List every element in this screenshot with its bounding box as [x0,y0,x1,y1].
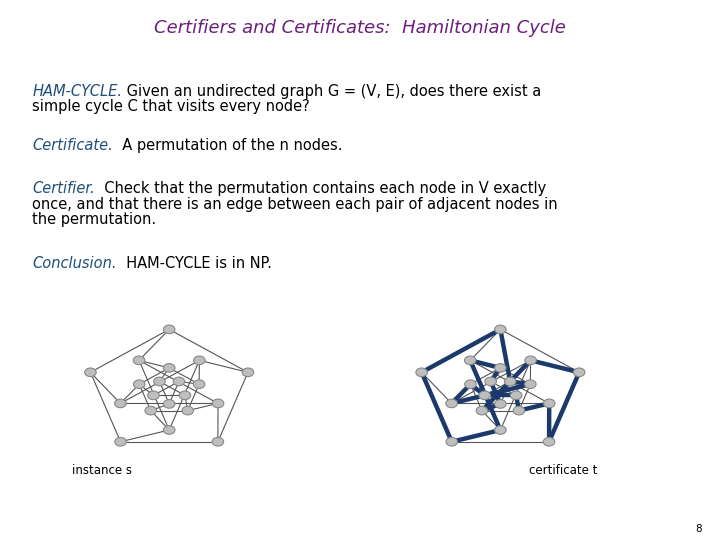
Circle shape [513,406,525,415]
Text: Certifier.: Certifier. [32,181,95,196]
Text: Check that the permutation contains each node in V exactly: Check that the permutation contains each… [95,181,546,196]
Circle shape [495,363,506,372]
Circle shape [446,437,457,446]
Circle shape [464,356,476,364]
Circle shape [544,437,555,446]
Text: HAM-CYCLE is in NP.: HAM-CYCLE is in NP. [117,256,271,272]
Circle shape [495,325,506,334]
Text: HAM-CYCLE.: HAM-CYCLE. [32,84,122,99]
Circle shape [525,356,536,364]
Circle shape [525,380,536,388]
Circle shape [242,368,253,376]
Circle shape [182,406,194,415]
Circle shape [153,377,165,386]
Circle shape [476,406,487,415]
Circle shape [133,356,145,364]
Circle shape [544,399,555,408]
Circle shape [194,356,205,364]
Circle shape [114,437,126,446]
Circle shape [485,377,496,386]
Text: Certificate.: Certificate. [32,138,113,153]
Circle shape [573,368,585,376]
Circle shape [416,368,428,376]
Circle shape [133,380,145,388]
Circle shape [174,377,185,386]
Circle shape [145,406,156,415]
Circle shape [179,391,191,400]
Circle shape [163,426,175,434]
Text: 8: 8 [696,523,702,534]
Circle shape [212,437,224,446]
Text: A permutation of the n nodes.: A permutation of the n nodes. [113,138,343,153]
Circle shape [495,426,506,434]
Circle shape [114,399,126,408]
Text: Certifiers and Certificates:  Hamiltonian Cycle: Certifiers and Certificates: Hamiltonian… [154,19,566,37]
Circle shape [148,391,159,400]
Circle shape [505,377,516,386]
Circle shape [163,325,175,334]
Circle shape [495,400,506,408]
Text: Given an undirected graph G = (V, E), does there exist a: Given an undirected graph G = (V, E), do… [122,84,541,99]
Circle shape [194,380,205,388]
Text: Conclusion.: Conclusion. [32,256,117,272]
Circle shape [163,363,175,372]
Text: the permutation.: the permutation. [32,212,156,227]
Circle shape [446,399,457,408]
Text: once, and that there is an edge between each pair of adjacent nodes in: once, and that there is an edge between … [32,197,558,212]
Circle shape [85,368,96,376]
Circle shape [163,400,175,408]
Circle shape [212,399,224,408]
Circle shape [464,380,476,388]
Text: simple cycle C that visits every node?: simple cycle C that visits every node? [32,99,310,114]
Text: certificate t: certificate t [529,464,598,477]
Circle shape [479,391,490,400]
Text: instance s: instance s [72,464,132,477]
Circle shape [510,391,522,400]
